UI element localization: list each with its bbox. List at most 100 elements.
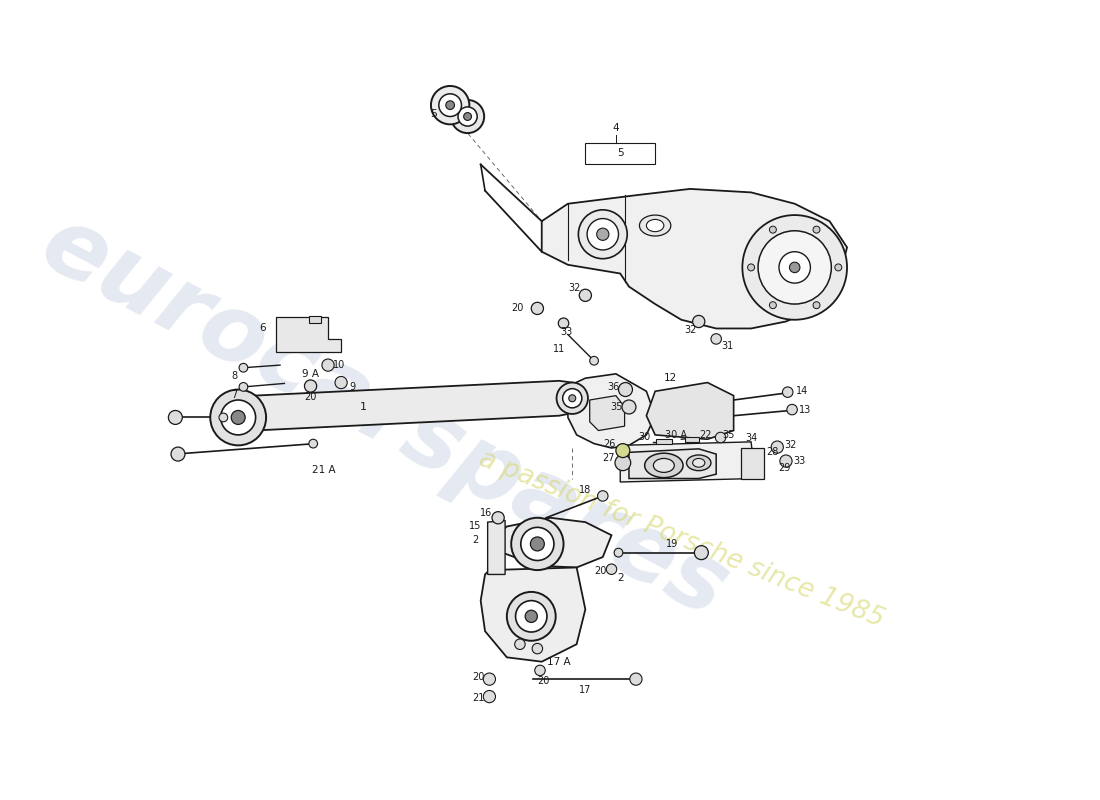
Circle shape — [305, 380, 317, 392]
Text: 34: 34 — [745, 433, 757, 442]
Text: 32: 32 — [784, 440, 796, 450]
Text: 30 A: 30 A — [666, 430, 688, 440]
Circle shape — [431, 86, 470, 124]
Circle shape — [507, 592, 556, 641]
Polygon shape — [276, 317, 341, 352]
Circle shape — [769, 226, 777, 233]
Circle shape — [239, 363, 248, 372]
Text: 7: 7 — [232, 390, 238, 400]
Circle shape — [336, 377, 348, 389]
Circle shape — [563, 389, 582, 408]
Circle shape — [322, 359, 334, 371]
Circle shape — [748, 264, 755, 271]
Circle shape — [492, 512, 504, 524]
Circle shape — [758, 230, 832, 304]
Text: 14: 14 — [795, 386, 807, 396]
Circle shape — [446, 101, 454, 110]
Circle shape — [813, 226, 820, 233]
Text: 20: 20 — [305, 391, 317, 402]
Circle shape — [694, 546, 708, 560]
Circle shape — [239, 382, 248, 391]
Circle shape — [835, 264, 842, 271]
Circle shape — [516, 601, 547, 632]
Circle shape — [569, 394, 575, 402]
Polygon shape — [568, 374, 656, 448]
Text: 9: 9 — [350, 382, 355, 392]
Text: 35: 35 — [610, 402, 623, 412]
Circle shape — [813, 302, 820, 309]
Circle shape — [559, 318, 569, 329]
Circle shape — [711, 334, 722, 344]
Text: 26: 26 — [604, 438, 616, 449]
Text: 4: 4 — [613, 123, 619, 133]
Ellipse shape — [653, 458, 674, 473]
Text: 21: 21 — [472, 694, 484, 703]
Circle shape — [525, 610, 538, 622]
Circle shape — [219, 413, 228, 422]
Text: 5: 5 — [430, 109, 437, 119]
Circle shape — [790, 262, 800, 273]
Circle shape — [587, 218, 618, 250]
Ellipse shape — [693, 458, 705, 467]
Circle shape — [531, 302, 543, 314]
Circle shape — [530, 537, 544, 551]
Circle shape — [515, 639, 525, 650]
Text: 32: 32 — [569, 283, 581, 294]
Circle shape — [464, 113, 472, 121]
Ellipse shape — [686, 455, 711, 470]
Circle shape — [483, 690, 495, 702]
Text: eurocarspares: eurocarspares — [26, 198, 744, 638]
Text: 2: 2 — [472, 534, 478, 545]
Text: 1: 1 — [360, 402, 366, 412]
Circle shape — [779, 252, 811, 283]
Circle shape — [742, 215, 847, 320]
Circle shape — [693, 315, 705, 327]
Text: 13: 13 — [799, 405, 812, 414]
Text: 29: 29 — [778, 463, 791, 473]
Circle shape — [512, 518, 563, 570]
Text: 31: 31 — [722, 341, 734, 351]
Circle shape — [590, 356, 598, 365]
Circle shape — [170, 447, 185, 461]
Circle shape — [596, 228, 609, 240]
Polygon shape — [494, 518, 612, 567]
Polygon shape — [481, 567, 585, 662]
Circle shape — [769, 302, 777, 309]
Polygon shape — [629, 449, 716, 478]
Circle shape — [231, 410, 245, 425]
Text: 5: 5 — [617, 148, 624, 158]
Text: a passion for Porsche since 1985: a passion for Porsche since 1985 — [475, 446, 888, 633]
Text: 27: 27 — [602, 453, 614, 462]
Text: 16: 16 — [480, 508, 492, 518]
Circle shape — [221, 400, 255, 435]
Circle shape — [168, 410, 183, 425]
Circle shape — [451, 100, 484, 133]
Circle shape — [615, 455, 630, 470]
Circle shape — [780, 455, 792, 467]
Circle shape — [606, 564, 617, 574]
Text: 35: 35 — [723, 430, 735, 440]
Text: 28: 28 — [767, 447, 779, 458]
Circle shape — [771, 441, 783, 454]
Bar — [656, 439, 672, 445]
Text: 36: 36 — [607, 382, 619, 392]
Text: 17: 17 — [580, 685, 592, 694]
Text: 2: 2 — [617, 573, 624, 583]
Ellipse shape — [647, 219, 664, 232]
Text: 33: 33 — [560, 327, 572, 337]
Circle shape — [597, 490, 608, 501]
Circle shape — [580, 290, 592, 302]
Text: 17 A: 17 A — [548, 657, 571, 666]
Text: 11: 11 — [553, 345, 565, 354]
Bar — [309, 316, 321, 323]
Polygon shape — [647, 382, 734, 439]
Circle shape — [309, 439, 318, 448]
Circle shape — [786, 404, 798, 415]
Text: 9 A: 9 A — [302, 369, 319, 379]
Ellipse shape — [639, 215, 671, 236]
Text: 10: 10 — [333, 360, 345, 370]
Circle shape — [614, 548, 623, 557]
Circle shape — [616, 444, 630, 458]
Text: 19: 19 — [667, 539, 679, 549]
Text: 8: 8 — [232, 370, 238, 381]
